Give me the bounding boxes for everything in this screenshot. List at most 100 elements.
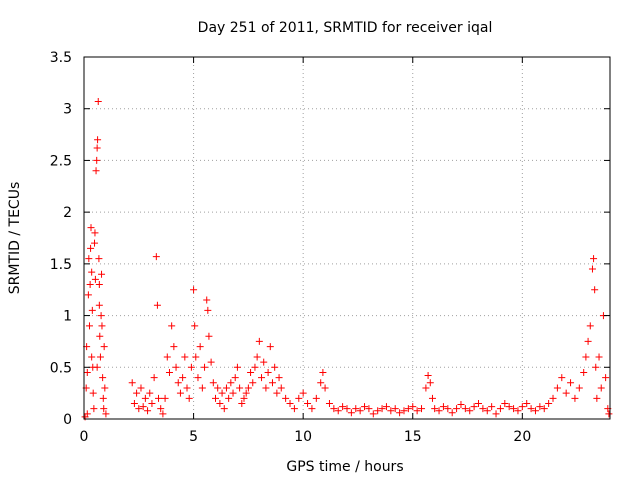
- data-point: [602, 374, 610, 382]
- data-point: [85, 322, 93, 330]
- data-point: [93, 144, 101, 152]
- data-point: [273, 389, 281, 397]
- y-axis-label: SRMTID / TECUs: [7, 182, 23, 295]
- data-point: [159, 410, 167, 418]
- data-point: [479, 405, 487, 413]
- data-point: [567, 379, 575, 387]
- data-point: [409, 403, 417, 411]
- data-point: [518, 403, 526, 411]
- x-tick-label: 20: [513, 429, 531, 445]
- data-point: [334, 407, 342, 415]
- data-point: [97, 312, 105, 320]
- data-point: [174, 379, 182, 387]
- data-points: [81, 97, 613, 421]
- data-point: [190, 286, 198, 294]
- x-tick-label: 5: [189, 429, 198, 445]
- data-point: [588, 265, 596, 273]
- data-point: [137, 384, 145, 392]
- data-point: [96, 332, 104, 340]
- data-point: [505, 403, 513, 411]
- data-point: [95, 301, 103, 309]
- x-tick-label: 15: [404, 429, 422, 445]
- data-point: [496, 405, 504, 413]
- data-point: [84, 291, 92, 299]
- data-point: [172, 363, 180, 371]
- data-point: [325, 399, 333, 407]
- data-point: [361, 403, 369, 411]
- data-point: [330, 405, 338, 413]
- data-point: [238, 399, 246, 407]
- data-point: [192, 353, 200, 361]
- data-point: [258, 374, 266, 382]
- data-point: [312, 394, 320, 402]
- data-point: [286, 399, 294, 407]
- data-point: [179, 374, 187, 382]
- data-point: [98, 270, 106, 278]
- data-point: [94, 97, 102, 105]
- data-point: [347, 409, 355, 417]
- data-point: [216, 399, 224, 407]
- data-point: [595, 353, 603, 361]
- data-point: [571, 394, 579, 402]
- data-point: [343, 405, 351, 413]
- data-point: [155, 394, 163, 402]
- data-point: [319, 368, 327, 376]
- data-point: [95, 255, 103, 263]
- data-point: [592, 363, 600, 371]
- data-point: [275, 374, 283, 382]
- data-point: [130, 399, 138, 407]
- data-point: [580, 368, 588, 376]
- data-point: [207, 358, 215, 366]
- data-point: [422, 384, 430, 392]
- data-point: [231, 374, 239, 382]
- x-tick-label: 0: [80, 429, 89, 445]
- data-point: [220, 405, 228, 413]
- data-point: [356, 407, 364, 415]
- data-point: [400, 407, 408, 415]
- data-point: [83, 410, 91, 418]
- data-point: [575, 384, 583, 392]
- data-point: [249, 379, 257, 387]
- data-point: [185, 394, 193, 402]
- data-point: [262, 384, 270, 392]
- chart-title: Day 251 of 2011, SRMTID for receiver iqa…: [198, 20, 493, 36]
- data-point: [374, 407, 382, 415]
- data-point: [165, 368, 173, 376]
- data-point: [144, 407, 152, 415]
- data-point: [233, 363, 241, 371]
- data-point: [88, 306, 96, 314]
- data-point: [492, 410, 500, 418]
- data-point: [86, 281, 94, 289]
- data-point: [101, 384, 109, 392]
- data-point: [201, 363, 209, 371]
- data-point: [264, 368, 272, 376]
- data-point: [586, 322, 594, 330]
- data-point: [514, 407, 522, 415]
- data-point: [536, 403, 544, 411]
- y-tick-label: 3: [63, 102, 72, 118]
- data-point: [100, 343, 108, 351]
- data-point: [483, 407, 491, 415]
- data-point: [161, 394, 169, 402]
- data-point: [204, 306, 212, 314]
- data-point: [339, 403, 347, 411]
- data-point: [510, 405, 518, 413]
- data-point: [240, 394, 248, 402]
- data-point: [553, 384, 561, 392]
- data-point: [87, 224, 95, 232]
- data-point: [191, 322, 199, 330]
- data-point: [181, 353, 189, 361]
- data-point: [593, 394, 601, 402]
- data-point: [466, 407, 474, 415]
- data-point: [146, 389, 154, 397]
- data-point: [194, 374, 202, 382]
- y-tick-label: 2: [63, 205, 72, 221]
- data-point: [255, 337, 263, 345]
- data-point: [590, 255, 598, 263]
- data-point: [236, 384, 244, 392]
- data-point: [282, 394, 290, 402]
- y-tick-label: 0: [63, 412, 72, 428]
- data-point: [268, 379, 276, 387]
- data-point: [99, 374, 107, 382]
